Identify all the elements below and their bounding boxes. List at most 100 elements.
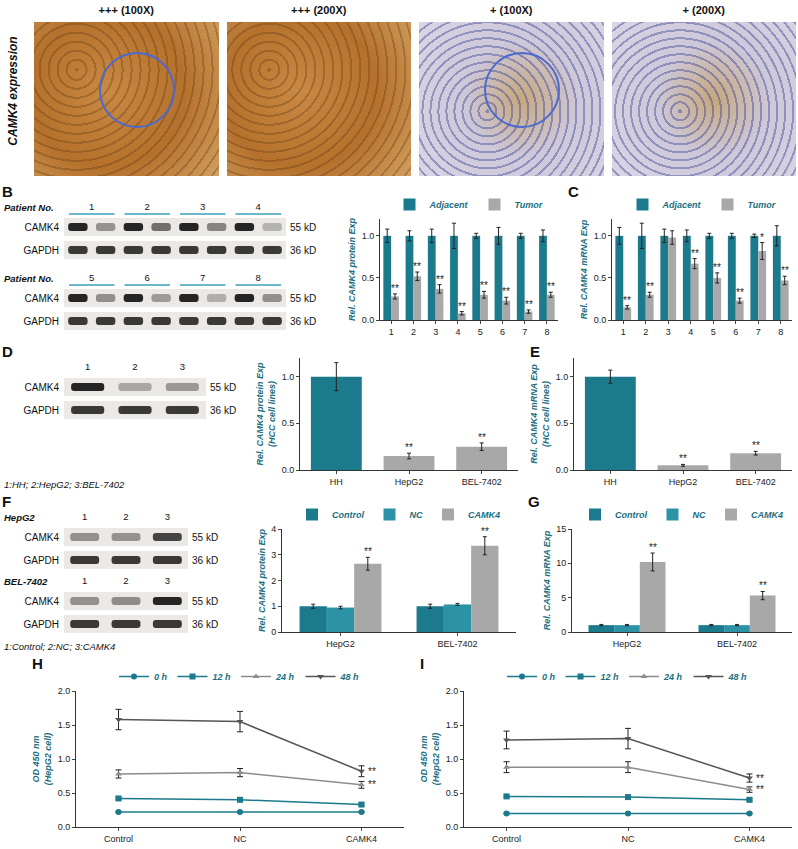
svg-text:Rel. CAMK4 protein Exp: Rel. CAMK4 protein Exp	[347, 217, 357, 321]
svg-text:**: **	[413, 261, 421, 272]
svg-text:1: 1	[82, 575, 87, 586]
svg-text:5: 5	[561, 593, 566, 603]
svg-text:0.0: 0.0	[362, 315, 375, 325]
svg-text:48 h: 48 h	[340, 672, 360, 682]
svg-text:CAMK4: CAMK4	[734, 834, 765, 844]
svg-text:**: **	[547, 281, 555, 292]
svg-text:55 kD: 55 kD	[290, 293, 316, 304]
svg-text:**: **	[502, 286, 510, 297]
svg-text:0: 0	[271, 627, 276, 637]
svg-text:NC: NC	[622, 834, 635, 844]
svg-text:**: **	[759, 580, 767, 591]
svg-text:BEL-7402: BEL-7402	[717, 639, 757, 649]
svg-text:48 h: 48 h	[728, 672, 748, 682]
svg-text:0.0: 0.0	[556, 465, 569, 475]
svg-text:HH: HH	[330, 477, 343, 487]
svg-text:1.0: 1.0	[446, 754, 459, 764]
svg-text:2: 2	[132, 361, 137, 372]
svg-text:Rel. CAMK4 protein Exp: Rel. CAMK4 protein Exp	[257, 528, 267, 632]
svg-text:1: 1	[82, 511, 87, 522]
svg-text:0.0: 0.0	[594, 315, 607, 325]
svg-text:**: **	[525, 299, 533, 310]
svg-text:GAPDH: GAPDH	[23, 245, 59, 256]
svg-text:HepG2: HepG2	[395, 477, 424, 487]
svg-text:10: 10	[556, 558, 566, 568]
svg-text:55 kD: 55 kD	[210, 382, 236, 393]
svg-text:GAPDH: GAPDH	[23, 405, 59, 416]
svg-text:BEL-7402: BEL-7402	[736, 477, 776, 487]
svg-text:**: **	[436, 274, 444, 285]
svg-text:0.5: 0.5	[282, 418, 295, 428]
svg-text:CAMK4: CAMK4	[25, 222, 60, 233]
svg-text:3: 3	[165, 575, 170, 586]
svg-text:Adjacent: Adjacent	[429, 200, 469, 210]
svg-text:Control: Control	[492, 834, 521, 844]
svg-text:0.0: 0.0	[446, 822, 459, 832]
svg-text:1.0: 1.0	[362, 231, 375, 241]
svg-text:Rel. CAMK4 mRNA Exp(HCC cell l: Rel. CAMK4 mRNA Exp(HCC cell lines)	[529, 364, 551, 464]
svg-text:1.5: 1.5	[58, 720, 71, 730]
svg-text:5: 5	[478, 327, 483, 337]
svg-text:BEL-7402: BEL-7402	[462, 477, 502, 487]
svg-text:**: **	[480, 280, 488, 291]
svg-text:7: 7	[756, 327, 761, 337]
svg-text:55 kD: 55 kD	[192, 596, 218, 607]
svg-text:**: **	[368, 779, 376, 790]
svg-text:0.5: 0.5	[556, 418, 569, 428]
svg-text:**: **	[481, 526, 489, 537]
svg-text:Patient No.: Patient No.	[4, 202, 54, 213]
svg-text:0.0: 0.0	[58, 822, 71, 832]
svg-text:**: **	[679, 453, 687, 464]
svg-text:3: 3	[433, 327, 438, 337]
svg-text:**: **	[646, 281, 654, 292]
svg-text:1.0: 1.0	[594, 231, 607, 241]
svg-text:4: 4	[688, 327, 693, 337]
svg-text:0 h: 0 h	[154, 672, 168, 682]
svg-text:4: 4	[271, 524, 276, 534]
svg-text:**: **	[405, 442, 413, 453]
svg-text:2: 2	[643, 327, 648, 337]
svg-text:GAPDH: GAPDH	[23, 555, 59, 566]
svg-text:HepG2: HepG2	[326, 639, 355, 649]
svg-text:1: 1	[85, 361, 90, 372]
svg-text:3: 3	[666, 327, 671, 337]
svg-text:Control: Control	[104, 834, 133, 844]
svg-text:GAPDH: GAPDH	[23, 619, 59, 630]
svg-text:6: 6	[733, 327, 738, 337]
svg-text:NC: NC	[692, 510, 705, 520]
svg-text:0.5: 0.5	[58, 788, 71, 798]
svg-text:HepG2: HepG2	[4, 512, 35, 523]
svg-text:6: 6	[500, 327, 505, 337]
svg-text:2.0: 2.0	[446, 686, 459, 696]
svg-text:CAMK4: CAMK4	[25, 596, 60, 607]
svg-text:OD 450 nm(HepG2 cell): OD 450 nm(HepG2 cell)	[419, 733, 441, 786]
svg-text:**: **	[623, 295, 631, 306]
svg-text:12 h: 12 h	[601, 672, 620, 682]
svg-text:Rel. CAMK4 protein Exp(HCC cel: Rel. CAMK4 protein Exp(HCC cell lines)	[255, 362, 277, 466]
svg-text:CAMK4: CAMK4	[25, 382, 60, 393]
svg-text:1: 1	[89, 201, 94, 212]
svg-text:1.0: 1.0	[556, 372, 569, 382]
svg-text:**: **	[752, 440, 760, 451]
svg-text:Control: Control	[615, 510, 647, 520]
svg-text:**: **	[756, 773, 764, 784]
svg-text:2: 2	[411, 327, 416, 337]
svg-text:15: 15	[556, 524, 566, 534]
svg-text:**: **	[713, 262, 721, 273]
svg-text:Control: Control	[332, 510, 364, 520]
svg-text:55 kD: 55 kD	[290, 222, 316, 233]
svg-text:1: 1	[621, 327, 626, 337]
svg-text:36 kD: 36 kD	[290, 245, 316, 256]
svg-text:CAMK4: CAMK4	[468, 510, 500, 520]
svg-text:2.0: 2.0	[58, 686, 71, 696]
svg-text:0.0: 0.0	[282, 465, 295, 475]
svg-text:0.5: 0.5	[446, 788, 459, 798]
svg-text:*: *	[760, 232, 764, 243]
svg-text:8: 8	[778, 327, 783, 337]
svg-text:HepG2: HepG2	[613, 639, 642, 649]
svg-text:NC: NC	[409, 510, 422, 520]
svg-text:2: 2	[123, 575, 128, 586]
svg-text:1:HH; 2:HepG2; 3:BEL-7402: 1:HH; 2:HepG2; 3:BEL-7402	[4, 479, 125, 490]
svg-text:Adjacent: Adjacent	[662, 200, 702, 210]
svg-text:HepG2: HepG2	[669, 477, 698, 487]
